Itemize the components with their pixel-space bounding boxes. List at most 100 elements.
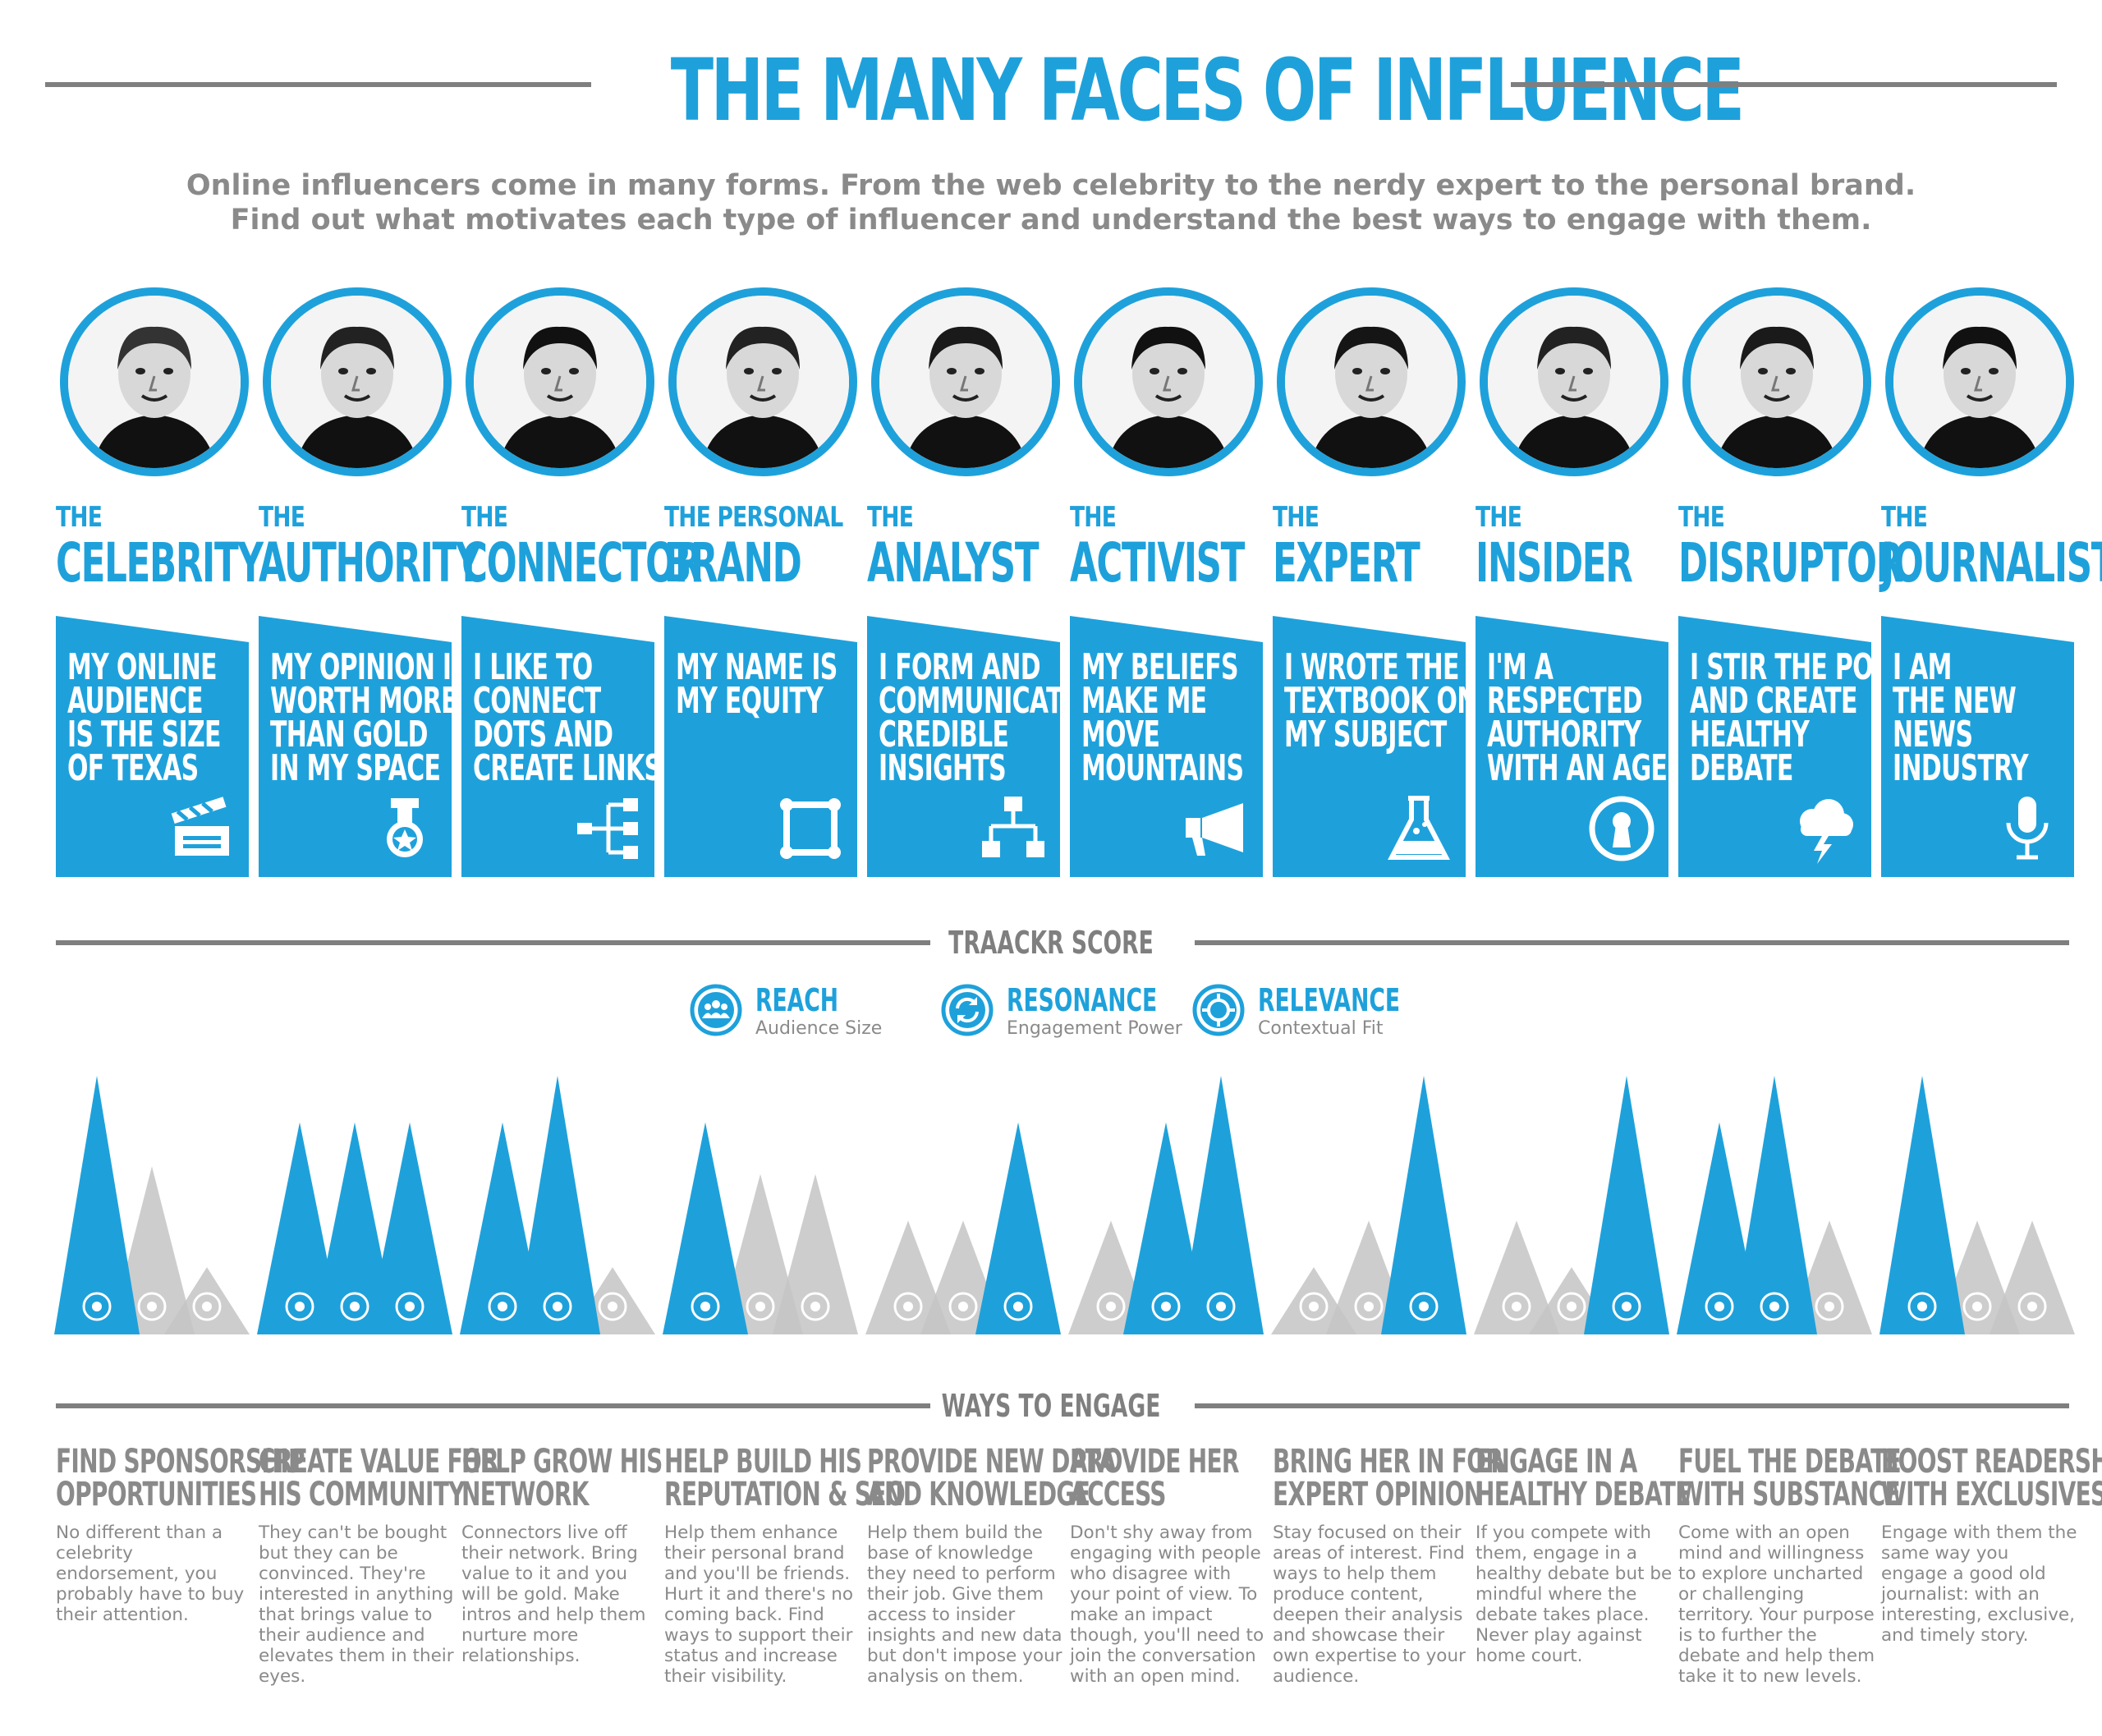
ways-to-engage-label: WAYS TO ENGAGE (941, 1388, 1161, 1424)
engage-title: CREATE VALUE FOR HIS COMMUNITY (259, 1445, 499, 1511)
traackr-score-chart (54, 1076, 2075, 1334)
influencer-name-prefix: THE (259, 501, 305, 534)
quote-line: MY ONLINE (67, 646, 218, 688)
quote-box: I WROTE THE TEXTBOOK ON MY SUBJECT (1273, 616, 1477, 877)
target-icon (1612, 1292, 1641, 1321)
score-rule-right (1195, 940, 2069, 945)
target-icon (1815, 1292, 1844, 1321)
engage-description: Come with an open mind and willingness t… (1678, 1522, 1875, 1687)
quote-line: I AM (1893, 646, 1952, 688)
engage-description: No different than a celebrity endorsemen… (56, 1522, 245, 1625)
quote-text: I STIR THE POT AND CREATE HEALTHY DEBATE (1690, 646, 1889, 787)
portrait-avatar (1682, 287, 1871, 476)
quote-box-shape (461, 616, 654, 877)
target-icon (598, 1292, 627, 1321)
legend-resonance-sub: Engagement Power (1007, 1018, 1182, 1039)
refresh-arrows-icon (1760, 1292, 1789, 1321)
quote-text: I LIKE TO CONNECT DOTS AND CREATE LINKS (473, 650, 662, 789)
relevance-score-mark (367, 1122, 452, 1334)
reach-score-mark (257, 1122, 342, 1334)
legend-relevance-sub: Contextual Fit (1258, 1018, 1384, 1039)
quote-line: NEWS (1893, 714, 1973, 755)
refresh-arrows-icon (1354, 1292, 1384, 1321)
quote-box: I STIR THE POT AND CREATE HEALTHY DEBATE (1678, 616, 1889, 877)
portrait-avatar (668, 287, 857, 476)
flask-icon (1388, 796, 1450, 860)
engage-title-line: AND KNOWLEDGE (867, 1476, 1090, 1513)
quote-text: MY BELIEFS MAKE ME MOVE MOUNTAINS (1081, 646, 1244, 789)
relevance-score-mark (773, 1173, 858, 1334)
quote-line: I WROTE THE (1284, 646, 1459, 688)
title-rule-left (45, 82, 591, 87)
frame-icon (780, 798, 841, 859)
influencer-name: EXPERT (1273, 531, 1420, 595)
storm-cloud-icon (1800, 799, 1853, 864)
engage-title-line: REPUTATION & SEO (664, 1476, 906, 1513)
engage-title: BRING HER IN FOR EXPERT OPINION (1273, 1445, 1503, 1511)
quote-box: MY BELIEFS MAKE ME MOVE MOUNTAINS (1070, 616, 1263, 877)
refresh-arrows-icon (1151, 1292, 1181, 1321)
engage-title-line: NETWORK (461, 1476, 589, 1513)
ways-to-engage-header: WAYS TO ENGAGE (0, 1389, 2102, 1422)
relevance-score-mark (1990, 1220, 2075, 1334)
quote-box: MY OPINION IS WORTH MORE THAN GOLD IN MY SP… (259, 616, 469, 877)
quote-line: CREATE LINKS (473, 747, 662, 789)
people-icon (1705, 1292, 1734, 1321)
refresh-arrows-icon (941, 984, 994, 1036)
people-icon (1907, 1292, 1937, 1321)
medal-icon (387, 798, 423, 857)
quote-line: MOUNTAINS (1081, 747, 1244, 789)
quote-line: MAKE ME (1081, 680, 1207, 722)
subtitle: Online influencers come in many forms. F… (0, 168, 2102, 237)
refresh-arrows-icon (948, 1292, 978, 1321)
refresh-arrows-icon (340, 1292, 369, 1321)
refresh-arrows-icon (543, 1292, 572, 1321)
reach-score-mark (663, 1122, 748, 1334)
relevance-score-mark (164, 1267, 250, 1334)
engage-title-line: ENGAGE IN A (1476, 1443, 1637, 1481)
target-icon (395, 1292, 425, 1321)
influencer-name-prefix: THE (461, 501, 508, 534)
portrait-avatar (466, 287, 654, 476)
target-icon (1003, 1292, 1033, 1321)
flowchart-icon (982, 797, 1044, 857)
engage-title-line: FUEL THE DEBATE (1678, 1443, 1902, 1481)
resonance-score-mark (515, 1076, 600, 1334)
influencer-name-prefix: THE (1070, 501, 1117, 534)
people-icon (1096, 1292, 1126, 1321)
influencer-name: JOURNALIST (1881, 531, 2102, 595)
quote-line: I STIR THE POT (1690, 646, 1889, 688)
people-icon (893, 1292, 923, 1321)
influencer-name-prefix: THE PERSONAL (664, 501, 843, 534)
quote-line: MY BELIEFS (1081, 646, 1239, 688)
quote-line: I FORM AND (879, 646, 1041, 688)
engage-title-line: BRING HER IN FOR (1273, 1443, 1503, 1481)
quote-line: THE NEW (1893, 680, 2017, 722)
influencer-name: CELEBRITY (56, 531, 264, 595)
people-icon (82, 1292, 112, 1321)
keyhole-icon (1589, 796, 1655, 861)
influencer-name: CONNECTOR (461, 531, 702, 595)
quote-text: I FORM AND COMMUNICATE CREDIBLE INSIGHTS (879, 646, 1079, 787)
engage-title: PROVIDE HER ACCESS (1070, 1445, 1239, 1511)
quote-line: CONNECT (473, 680, 601, 722)
portrait-avatar (1277, 287, 1466, 476)
network-icon (577, 798, 638, 859)
quote-text: I WROTE THE TEXTBOOK ON MY SUBJECT (1284, 646, 1477, 753)
people-icon (285, 1292, 314, 1321)
quote-line: CREDIBLE (879, 714, 1009, 755)
influencer-name-prefix: THE (1678, 501, 1725, 534)
quote-line: OF TEXAS (67, 747, 199, 789)
influencer-name: ANALYST (867, 531, 1040, 595)
quote-box-shape (1476, 616, 1668, 877)
clapperboard-icon (171, 797, 229, 856)
resonance-score-mark (312, 1122, 397, 1334)
quote-text: MY NAME IS MY EQUITY (676, 650, 838, 719)
target-icon (2017, 1292, 2047, 1321)
influencer-name-prefix: THE (1273, 501, 1319, 534)
engage-title: HELP BUILD HIS REPUTATION & SEO (664, 1445, 906, 1513)
engage-rule-left (56, 1403, 930, 1408)
quote-line: MY OPINION IS (270, 646, 469, 688)
quote-box-shape (1273, 616, 1466, 877)
title-bar: THE MANY FACES OF INFLUENCE (0, 41, 2102, 140)
